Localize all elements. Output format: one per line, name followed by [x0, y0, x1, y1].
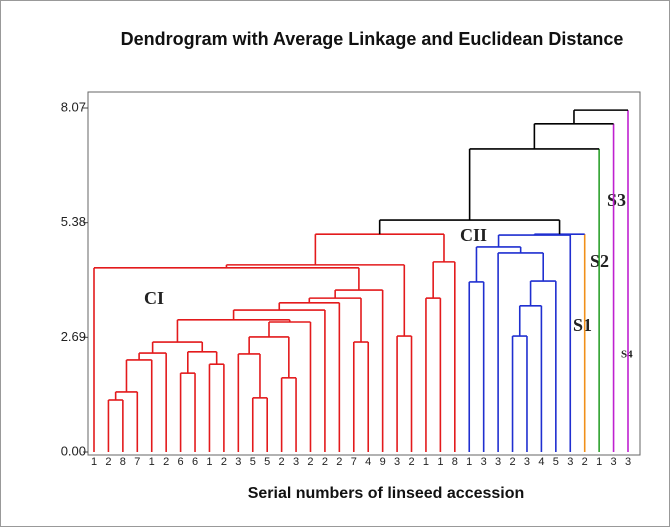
annotation: S4: [621, 349, 633, 361]
leaf-label: 3: [611, 456, 617, 468]
x-axis-label: Serial numbers of linseed accession: [248, 485, 525, 502]
leaf-label: 2: [307, 456, 313, 468]
leaf-label: 4: [538, 456, 544, 468]
leaf-label: 3: [235, 456, 241, 468]
leaf-label: 2: [509, 456, 515, 468]
leaf-label: 1: [466, 456, 472, 468]
leaf-label: 6: [192, 456, 198, 468]
leaf-label: 3: [481, 456, 487, 468]
leaf-label: 4: [365, 456, 371, 468]
chart-title: Dendrogram with Average Linkage and Eucl…: [121, 29, 624, 49]
leaf-label: 2: [322, 456, 328, 468]
leaf-label: 3: [394, 456, 400, 468]
leaf-label: 1: [596, 456, 602, 468]
leaf-label: 2: [408, 456, 414, 468]
y-tick-label: 5.38: [61, 214, 86, 229]
leaf-label: 1: [437, 456, 443, 468]
leaf-label: 1: [91, 456, 97, 468]
annotation: S1: [573, 315, 592, 335]
leaf-label: 3: [625, 456, 631, 468]
leaf-label: 1: [423, 456, 429, 468]
leaf-label: 2: [105, 456, 111, 468]
leaf-label: 9: [380, 456, 386, 468]
leaf-label: 7: [351, 456, 357, 468]
annotation: CI: [144, 288, 164, 308]
leaf-label: 3: [567, 456, 573, 468]
leaf-label: 2: [336, 456, 342, 468]
annotation: CII: [460, 225, 487, 245]
leaf-label: 2: [221, 456, 227, 468]
y-tick-label: 8.07: [61, 99, 86, 114]
leaf-label: 2: [279, 456, 285, 468]
annotation: S3: [607, 190, 626, 210]
leaf-label: 6: [178, 456, 184, 468]
leaf-label: 5: [264, 456, 270, 468]
leaf-label: 5: [553, 456, 559, 468]
leaf-label: 1: [149, 456, 155, 468]
leaf-label: 1: [206, 456, 212, 468]
y-tick-label: 0.00: [61, 443, 86, 458]
leaf-label: 3: [495, 456, 501, 468]
leaf-label: 7: [134, 456, 140, 468]
leaf-label: 8: [120, 456, 126, 468]
plot-frame: [87, 91, 641, 456]
leaf-label: 5: [250, 456, 256, 468]
y-tick-label: 2.69: [61, 329, 86, 344]
leaf-label: 2: [163, 456, 169, 468]
leaf-label: 3: [293, 456, 299, 468]
leaf-label: 3: [524, 456, 530, 468]
leaf-label: 8: [452, 456, 458, 468]
leaf-label: 2: [582, 456, 588, 468]
